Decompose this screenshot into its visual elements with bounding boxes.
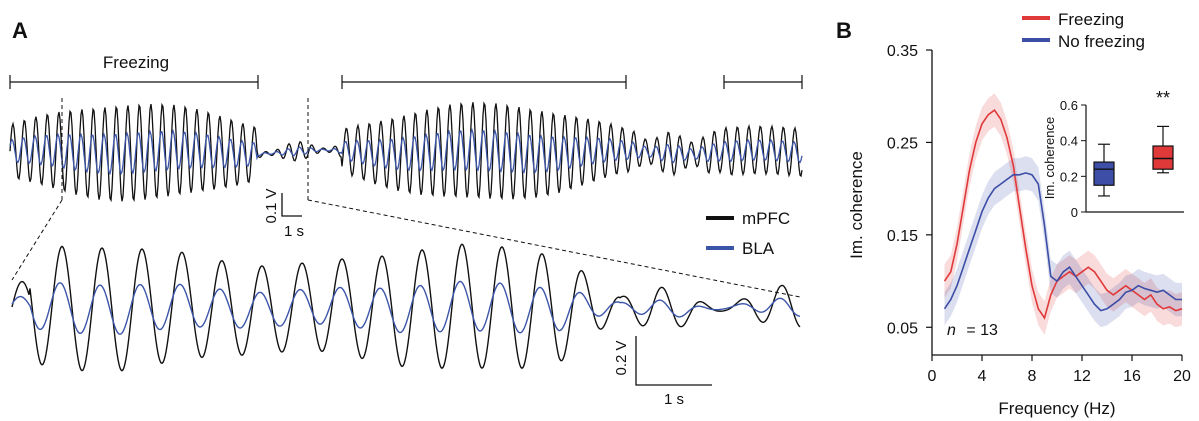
- top-scale-voltage: 0.1 V: [263, 188, 280, 223]
- inset-y-tick-label: 0.6: [1060, 98, 1078, 113]
- bottom-scale-voltage: 0.2 V: [613, 340, 630, 375]
- x-ticks: 0 4 8 12 16 20: [928, 355, 1191, 385]
- box-freezing: [1152, 145, 1174, 170]
- inset-y-ticks: 0 0.2 0.4 0.6: [1060, 98, 1086, 220]
- legend-label-bla: BLA: [742, 239, 775, 258]
- bottom-scale-bar-lines: [635, 336, 712, 386]
- significance-marker: **: [1156, 88, 1170, 108]
- panel-b-label: B: [836, 18, 852, 43]
- bottom-scale-time: 1 s: [664, 391, 684, 408]
- x-tick-label: 16: [1123, 368, 1141, 385]
- freezing-label: Freezing: [103, 53, 169, 72]
- bottom-scale-bar: 0.2 V 1 s: [613, 336, 712, 408]
- y-ticks: 0.05 0.15 0.25 0.35: [887, 43, 932, 337]
- x-tick-label: 0: [928, 368, 937, 385]
- x-tick-label: 20: [1173, 368, 1191, 385]
- freezing-bracket-1: [9, 75, 259, 89]
- panel-b: B Freezing No freezing 0.05 0.15 0.25 0.35 …: [836, 10, 1191, 418]
- series-band-freezing: [944, 93, 1182, 335]
- freezing-bracket-2: [341, 75, 627, 89]
- top-scale-time: 1 s: [284, 223, 304, 240]
- inset-y-tick-label: 0: [1071, 205, 1078, 220]
- bottom-traces: [11, 243, 801, 372]
- y-tick-label: 0.15: [887, 228, 918, 245]
- coherence-axes: 0.05 0.15 0.25 0.35 0 4 8 12 16 20 Im. coherence…: [847, 43, 1191, 418]
- top-scale-bar: 0.1 V 1 s: [263, 188, 304, 240]
- top-scale-bar-lines: [281, 193, 302, 217]
- x-tick-label: 8: [1028, 368, 1037, 385]
- top-mpfc-trace: [9, 101, 803, 203]
- n-annotation: n = 13: [947, 322, 998, 339]
- inset-boxplot: 0 0.2 0.4 0.6 Im. coherence **: [1042, 88, 1184, 220]
- coherence-series: [943, 93, 1183, 335]
- panel-a: A Freezing 0.1 V 1 s mPFC: [9, 18, 803, 408]
- n-annotation-value: = 13: [966, 322, 998, 339]
- bottom-mpfc-trace: [11, 243, 801, 372]
- n-annotation-symbol: n: [947, 322, 956, 339]
- x-axis-label: Frequency (Hz): [998, 399, 1115, 418]
- inset-y-tick-label: 0.2: [1060, 169, 1078, 184]
- y-tick-label: 0.25: [887, 135, 918, 152]
- series-line-freezing: [943, 108, 1183, 320]
- top-bla-trace: [9, 128, 803, 176]
- legend-label-mpfc: mPFC: [742, 209, 790, 228]
- y-axis-label: Im. coherence: [847, 151, 866, 259]
- legend-label-freezing: Freezing: [1058, 10, 1124, 29]
- freezing-bracket-3: [723, 75, 803, 89]
- inset-y-axis-label: Im. coherence: [1042, 117, 1057, 199]
- panel-a-label: A: [12, 18, 28, 43]
- zoom-guides: [11, 98, 801, 298]
- y-tick-label: 0.05: [887, 320, 918, 337]
- coherence-legend: Freezing No freezing: [1022, 10, 1145, 51]
- y-tick-label: 0.35: [887, 43, 918, 60]
- series-band-no-freezing: [944, 156, 1182, 328]
- top-traces: [9, 101, 803, 203]
- bottom-bla-trace: [11, 280, 801, 335]
- inset-y-tick-label: 0.4: [1060, 134, 1078, 149]
- zoom-guide-left-diagonal: [11, 199, 63, 281]
- legend-label-no-freezing: No freezing: [1058, 32, 1145, 51]
- series-line-no-freezing: [943, 172, 1182, 312]
- x-tick-label: 4: [978, 368, 987, 385]
- inset-boxes: [1093, 125, 1174, 197]
- freezing-brackets: [9, 75, 803, 89]
- x-tick-label: 12: [1073, 368, 1091, 385]
- trace-legend: mPFC BLA: [706, 209, 790, 258]
- box-no-freezing: [1093, 161, 1115, 186]
